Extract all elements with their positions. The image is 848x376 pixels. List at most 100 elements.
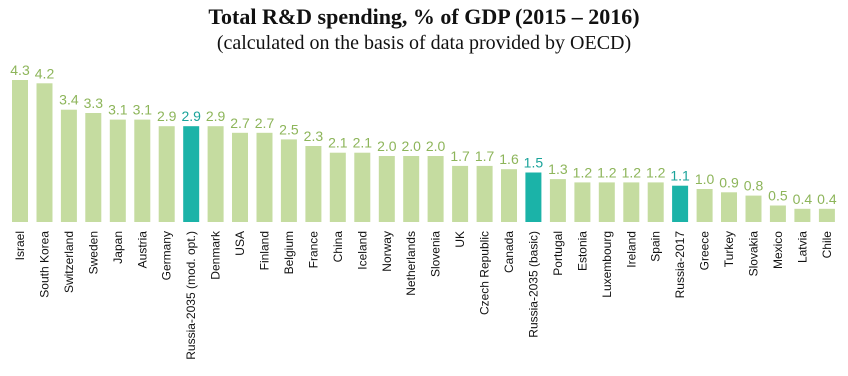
value-label: 3.3 <box>84 95 104 111</box>
category-label: Austria <box>135 231 149 269</box>
bar-iceland <box>354 152 371 222</box>
category-label: France <box>306 231 320 269</box>
chart-title: Total R&D spending, % of GDP (2015 – 201… <box>208 4 640 29</box>
bar-switzerland <box>60 109 77 222</box>
value-label: 0.8 <box>744 178 764 194</box>
value-label: 1.6 <box>499 151 519 167</box>
category-label: Sweden <box>86 231 100 274</box>
category-label: Norway <box>380 231 394 272</box>
category-label: Russia-2017 <box>673 231 687 299</box>
value-label: 1.2 <box>622 164 642 180</box>
bar-canada <box>501 169 517 222</box>
category-label: Chile <box>820 231 834 259</box>
category-label: Japan <box>111 231 125 264</box>
category-label: Estonia <box>575 231 589 271</box>
value-label: 0.9 <box>719 174 739 190</box>
value-label: 3.1 <box>133 102 153 118</box>
category-label: Russia-2035 (basic) <box>526 231 540 338</box>
category-label: Russia-2035 (mod. opt.) <box>184 231 198 360</box>
bar-austria <box>134 119 151 222</box>
value-label: 4.3 <box>10 62 30 78</box>
bar-russia-2035-basic- <box>525 172 542 222</box>
value-label: 2.7 <box>230 115 250 131</box>
category-label: South Korea <box>38 231 52 298</box>
bar-netherlands <box>403 156 420 222</box>
value-label: 1.2 <box>597 164 617 180</box>
category-label: Slovakia <box>747 231 761 277</box>
value-label: 0.4 <box>793 191 813 207</box>
category-label: Turkey <box>722 231 736 267</box>
value-label: 2.7 <box>255 115 275 131</box>
bar-chile <box>818 208 835 222</box>
category-label: Israel <box>13 231 27 260</box>
category-label: China <box>331 231 345 263</box>
bar-south-korea <box>36 83 53 222</box>
value-label: 2.9 <box>157 108 177 124</box>
bar-russia-2035-mod-opt- <box>183 126 200 222</box>
bar-france <box>305 146 322 222</box>
bar-sweden <box>85 113 102 222</box>
value-label: 2.1 <box>328 135 348 151</box>
bar-israel <box>12 80 28 222</box>
bar-denmark <box>207 126 224 222</box>
bar-latvia <box>794 208 811 222</box>
value-label: 2.0 <box>426 138 446 154</box>
value-label: 3.4 <box>59 92 79 108</box>
bar-spain <box>647 182 664 222</box>
value-label: 1.3 <box>548 161 568 177</box>
bar-finland <box>256 132 273 222</box>
category-label: Switzerland <box>62 231 76 293</box>
category-label: Portugal <box>551 231 565 276</box>
bar-usa <box>232 132 248 222</box>
chart-subtitle: (calculated on the basis of data provide… <box>216 32 632 54</box>
bar-russia-2017 <box>672 185 689 222</box>
value-label: 1.7 <box>475 148 495 164</box>
category-label: Spain <box>649 231 663 262</box>
bar-germany <box>158 126 175 222</box>
value-label: 2.9 <box>181 108 201 124</box>
category-label: Germany <box>160 231 174 280</box>
category-label: USA <box>233 231 247 256</box>
category-label: Finland <box>258 231 272 270</box>
bar-czech-republic <box>476 165 493 222</box>
value-label: 2.0 <box>377 138 397 154</box>
value-label: 1.2 <box>573 164 593 180</box>
value-label: 1.1 <box>670 168 690 184</box>
category-label: Czech Republic <box>478 231 492 315</box>
bar-ireland <box>623 182 640 222</box>
bar-slovenia <box>427 156 444 222</box>
category-label: Latvia <box>795 231 809 263</box>
value-label: 2.9 <box>206 108 226 124</box>
value-label: 1.7 <box>450 148 470 164</box>
category-label: Denmark <box>209 230 223 280</box>
bar-japan <box>109 119 126 222</box>
category-label: Belgium <box>282 231 296 274</box>
bar-slovakia <box>745 195 762 222</box>
bar-turkey <box>721 192 737 222</box>
value-label: 3.1 <box>108 102 128 118</box>
category-label: Slovenia <box>429 231 443 277</box>
value-label: 0.5 <box>768 188 788 204</box>
value-label: 1.0 <box>695 171 715 187</box>
value-label: 1.2 <box>646 164 666 180</box>
value-label: 4.2 <box>35 65 55 81</box>
category-label: Ireland <box>624 231 638 268</box>
value-label: 2.3 <box>304 128 324 144</box>
category-label: Iceland <box>355 231 369 270</box>
bar-luxembourg <box>598 182 615 222</box>
value-label: 2.0 <box>401 138 421 154</box>
bar-china <box>329 152 346 222</box>
category-label: UK <box>453 231 467 248</box>
bar-belgium <box>280 139 297 222</box>
value-label: 0.4 <box>817 191 837 207</box>
category-label: Mexico <box>771 231 785 269</box>
category-label: Canada <box>502 231 516 273</box>
value-label: 2.1 <box>353 135 373 151</box>
bar-mexico <box>769 205 786 222</box>
bar-norway <box>378 156 395 222</box>
bar-portugal <box>549 179 566 222</box>
category-label: Netherlands <box>404 231 418 296</box>
value-label: 2.5 <box>279 121 299 137</box>
bar-greece <box>696 189 713 222</box>
